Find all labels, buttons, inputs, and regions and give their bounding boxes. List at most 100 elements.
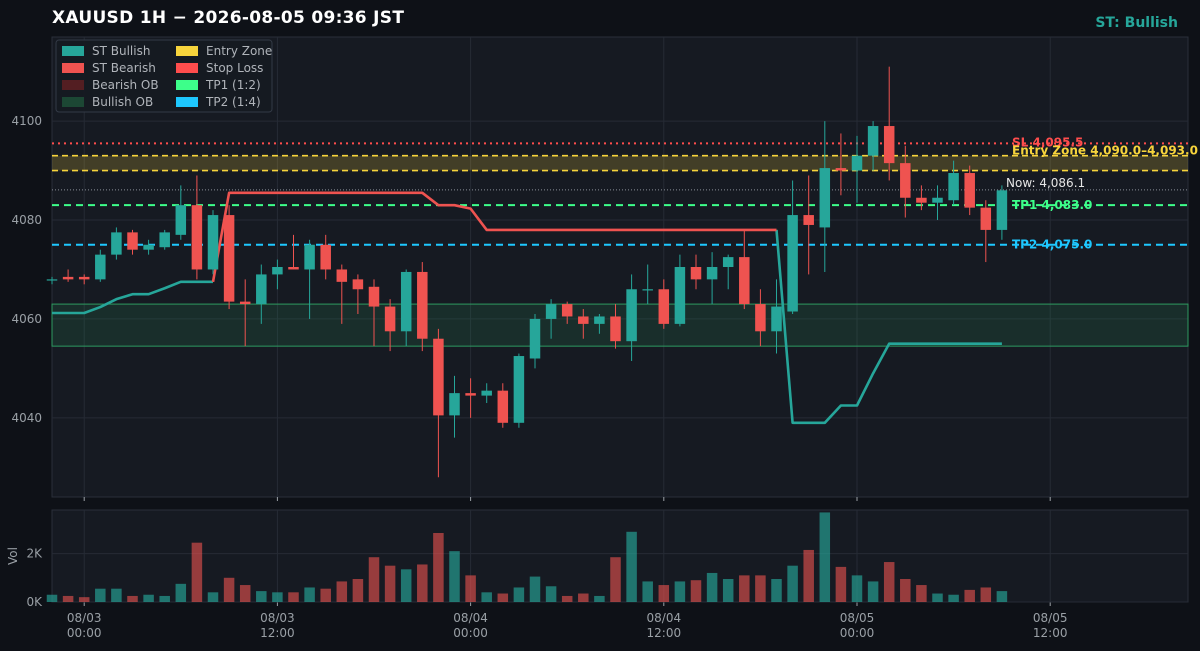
x-tick-label: 12:00: [647, 626, 682, 640]
candle-body: [127, 232, 138, 250]
legend: ST Bullish ST Bearish Bearish OB Bullish OB…: [55, 39, 273, 113]
candle: [706, 252, 718, 305]
volume-bar: [159, 595, 170, 602]
candle-body: [272, 267, 283, 275]
candle-body: [819, 168, 831, 228]
volume-bar: [465, 575, 476, 602]
candle-body: [111, 232, 122, 255]
candle: [996, 185, 1008, 240]
tp1-label: TP1 4,083.0: [1012, 198, 1092, 212]
candle: [642, 264, 653, 305]
candle-body: [143, 244, 154, 250]
volume-bar: [932, 593, 943, 602]
candle-body: [883, 126, 895, 164]
candle-body: [239, 301, 251, 305]
volume-bar: [256, 591, 267, 602]
volume-bar: [578, 593, 589, 602]
candle-body: [578, 316, 589, 324]
volume-bar: [722, 579, 734, 602]
entry-zone-label: Entry Zone 4,090.0–4,093.0: [1012, 144, 1198, 158]
candle-body: [900, 163, 911, 198]
volume-bar: [368, 557, 380, 602]
legend-swatch: [176, 46, 198, 56]
entry-zone: [52, 155, 1188, 171]
candle-body: [771, 306, 782, 332]
candle: [400, 269, 412, 347]
candle: [722, 254, 734, 290]
candle-body: [642, 289, 653, 291]
volume-bar: [900, 579, 911, 602]
volume-bar: [288, 592, 299, 602]
x-tick-label: 08/04: [647, 611, 682, 625]
y-tick-label: 4040: [11, 411, 42, 425]
candle-body: [867, 126, 879, 156]
x-tick-label: 00:00: [840, 626, 875, 640]
volume-bar: [755, 575, 766, 602]
legend-item: Entry Zone: [206, 44, 272, 58]
stop-loss-label: SL 4,095.5: [1012, 135, 1083, 149]
candle: [545, 299, 557, 339]
volume-bar: [739, 575, 750, 602]
supertrend-bullish-line: [775, 229, 1002, 425]
candle: [46, 276, 58, 285]
volume-bar: [111, 588, 122, 602]
candle-body: [690, 267, 702, 280]
candle: [610, 304, 621, 349]
candle: [433, 328, 444, 478]
volume-bar: [690, 580, 702, 602]
volume-bar: [529, 576, 541, 602]
legend-item: Bullish OB: [92, 95, 153, 109]
candle: [175, 185, 187, 240]
candle: [78, 274, 90, 285]
candle-body: [481, 390, 492, 396]
candle-body: [561, 304, 573, 317]
volume-bar: [980, 587, 992, 602]
candle-body: [336, 269, 348, 282]
candle-body: [706, 267, 718, 280]
legend-swatch: [176, 97, 198, 107]
candle: [819, 121, 831, 272]
candle: [111, 227, 122, 260]
candle-body: [62, 276, 74, 280]
candle: [239, 279, 251, 347]
candle: [787, 180, 798, 314]
candle: [932, 185, 943, 221]
y-tick-label: 4080: [11, 213, 42, 227]
candle-body: [739, 257, 750, 305]
volume-bar: [127, 595, 138, 602]
candle-body: [513, 356, 525, 423]
candle: [658, 279, 670, 329]
candle: [481, 383, 492, 404]
volume-bar: [771, 579, 782, 602]
candle: [883, 66, 895, 181]
x-tick-label: 08/05: [840, 611, 875, 625]
volume-axis-label: Vol: [6, 547, 20, 565]
x-tick-label: 08/03: [260, 611, 295, 625]
candle: [948, 160, 959, 206]
volume-bar: [883, 562, 895, 602]
candle-body: [497, 390, 509, 423]
volume-bar: [304, 587, 315, 602]
candle-body: [932, 197, 943, 203]
volume-bar: [191, 542, 203, 602]
candle: [62, 269, 74, 282]
volume-bar: [272, 592, 283, 602]
candle: [159, 229, 170, 250]
legend-swatch: [62, 80, 84, 90]
volume-bar: [481, 592, 492, 602]
x-tick-label: 12:00: [1033, 626, 1068, 640]
candle: [223, 205, 235, 310]
legend-item: ST Bullish: [92, 44, 150, 58]
candle: [964, 165, 975, 216]
candle: [529, 313, 541, 369]
y-tick-label: 4100: [11, 114, 42, 128]
candle: [980, 200, 992, 263]
volume-bar: [62, 595, 74, 602]
candle: [900, 145, 911, 218]
volume-bar: [835, 566, 847, 602]
volume-bar: [320, 588, 331, 602]
volume-bar: [207, 592, 219, 602]
candle: [851, 135, 863, 203]
candle-body: [400, 271, 412, 332]
